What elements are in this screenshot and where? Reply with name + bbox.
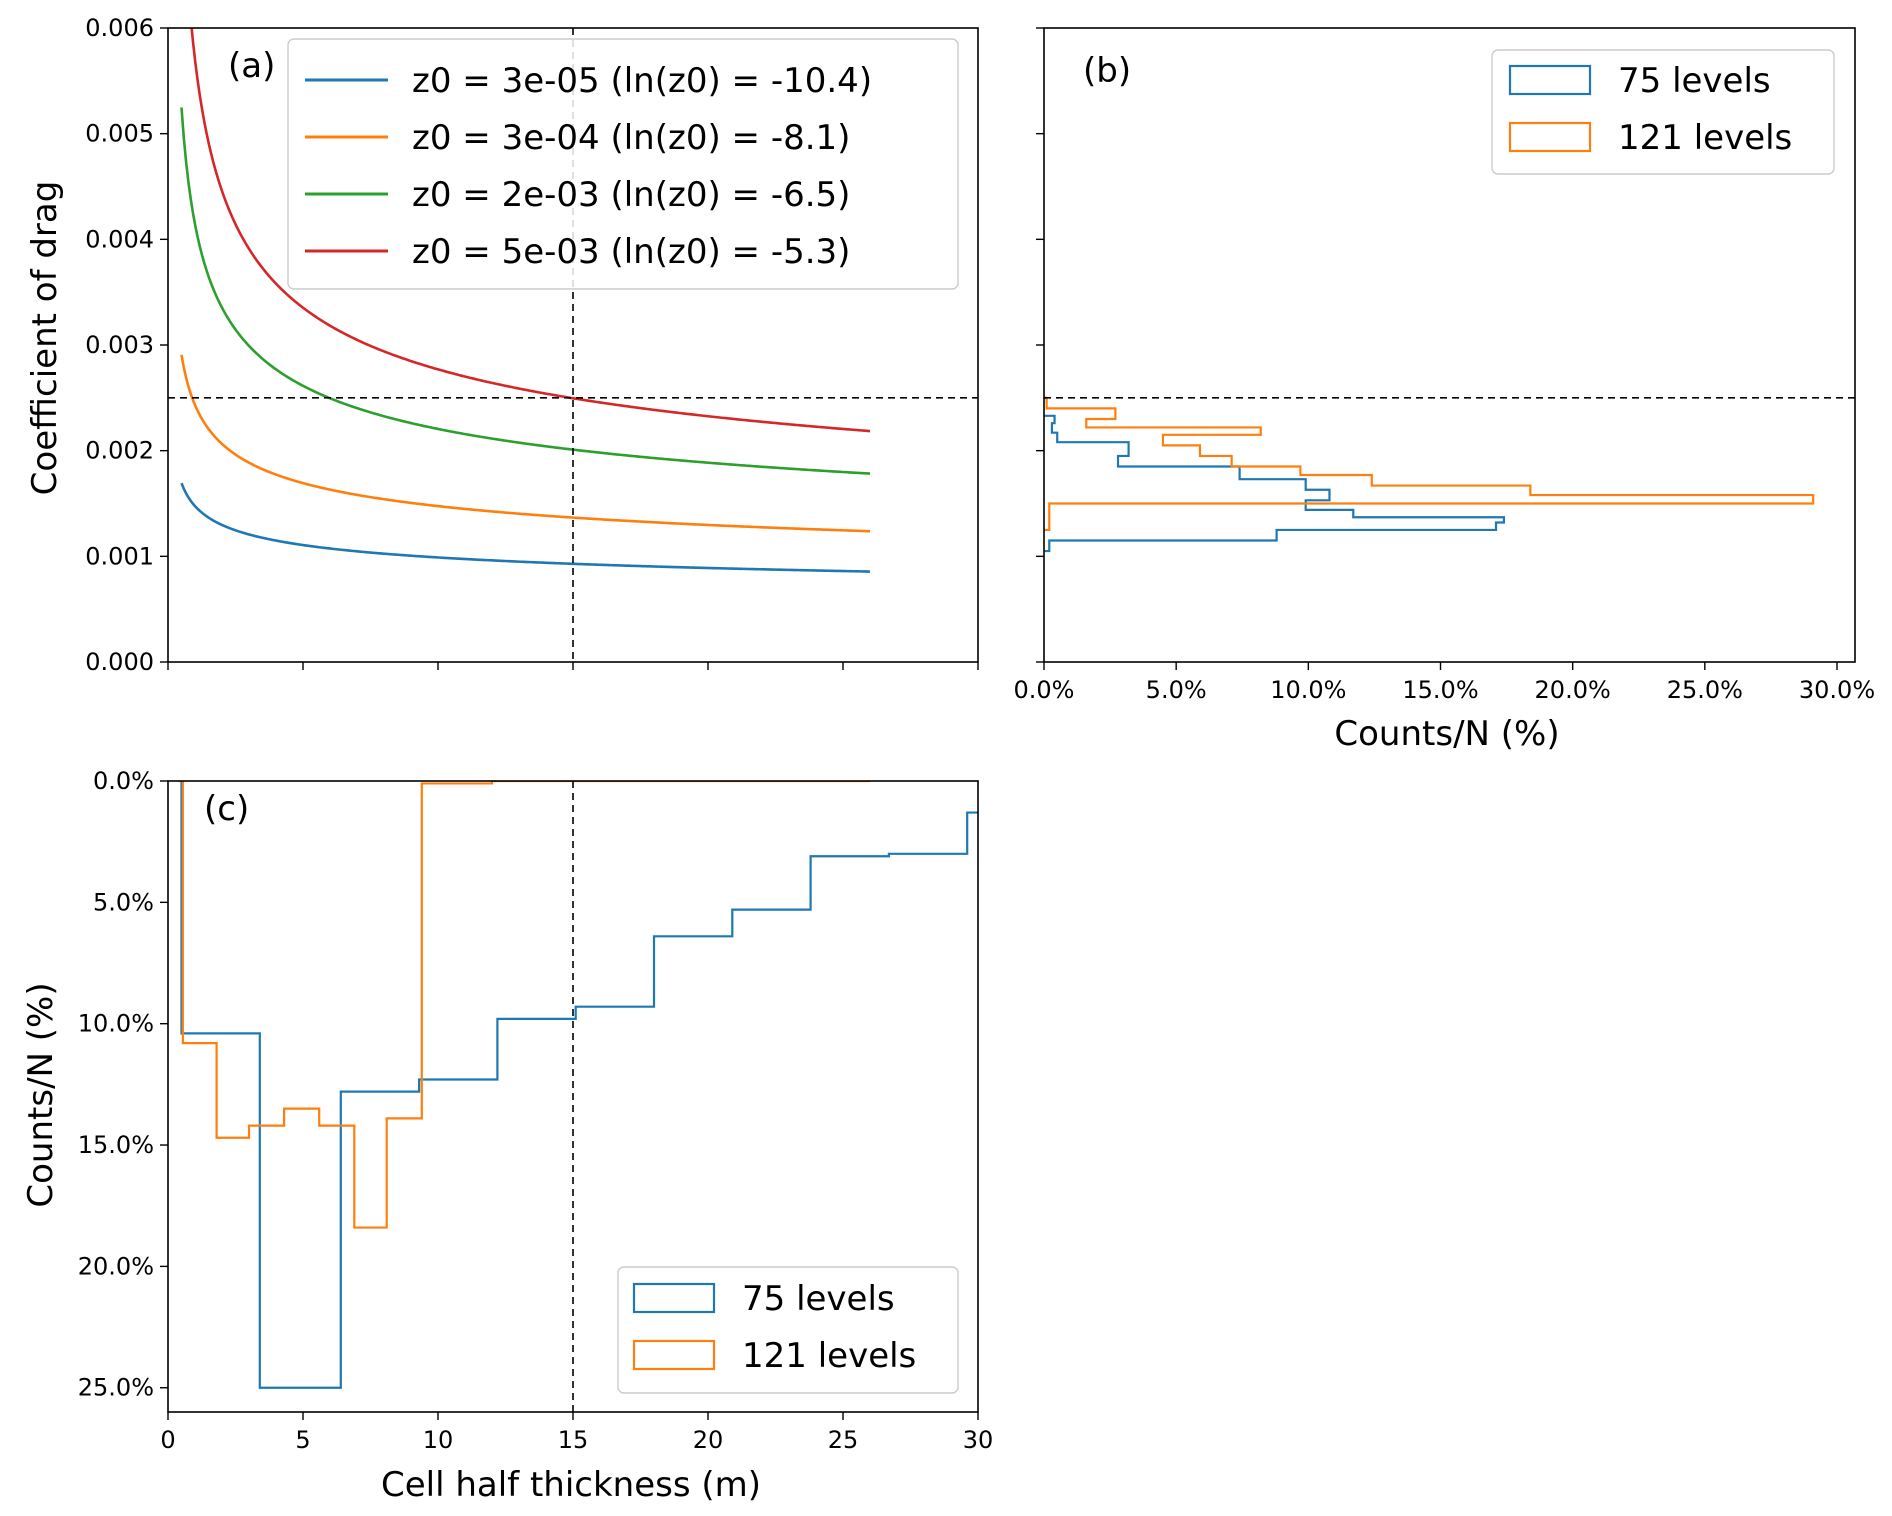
panel-b: 0.0% 5.0% 10.0% 15.0% 20.0% 25.0% 30.0% (b) Co…	[1014, 27, 1875, 754]
panel-b-label: (b)	[1083, 51, 1131, 91]
y-tick-label: 0.005	[85, 120, 154, 148]
series-line-2	[180, 107, 871, 475]
series-line-0	[180, 482, 871, 573]
series-line-3	[190, 28, 871, 433]
legend-label: z0 = 5e-03 (ln(z0) = -5.3)	[412, 232, 850, 272]
panel-b-xlabel: Counts/N (%)	[1334, 714, 1559, 754]
y-tick-label: 0.004	[85, 225, 154, 253]
x-tick-label: 0	[160, 1426, 175, 1454]
legend-label: z0 = 2e-03 (ln(z0) = -6.5)	[412, 175, 850, 215]
y-tick-label: 0.000	[85, 648, 154, 676]
legend-swatch	[632, 1339, 716, 1371]
panel-c-plot-area	[178, 781, 978, 1412]
y-tick-label: 0.0%	[93, 767, 154, 795]
panel-a-legend: z0 = 3e-05 (ln(z0) = -10.4) z0 = 3e-04 (l…	[287, 38, 959, 290]
y-tick-label: 20.0%	[78, 1252, 154, 1280]
x-tick-label: 15.0%	[1402, 676, 1478, 704]
histogram-step-1	[1043, 396, 1815, 532]
legend-swatch	[1508, 64, 1592, 96]
panel-a-axes: 0.000 0.001 0.002 0.003 0.004 0.005 0.006	[85, 14, 979, 676]
x-tick-label: 0.0%	[1014, 676, 1075, 704]
x-tick-label: 15	[558, 1426, 589, 1454]
x-tick-label: 20	[693, 1426, 724, 1454]
panel-a-plot-area	[168, 28, 978, 662]
histogram-step-0	[1043, 414, 1506, 553]
legend-box	[617, 1266, 959, 1394]
histogram-step-1	[178, 781, 870, 1229]
panel-c-legend: 75 levels 121 levels	[617, 1266, 959, 1394]
x-tick-label: 25	[828, 1426, 859, 1454]
y-tick-label: 0.006	[85, 14, 154, 42]
legend-label: 121 levels	[742, 1336, 916, 1376]
panel-c: 0 5 10 15 20 25 30 0.0% 5.0% 10.0% 15.0% 20.0% 25.0%…	[21, 767, 993, 1505]
x-tick-label: 10	[423, 1426, 454, 1454]
panel-a-label: (a)	[228, 46, 275, 86]
legend-box	[1491, 49, 1835, 175]
panel-c-series-group	[178, 781, 978, 1389]
y-tick-label: 10.0%	[78, 1010, 154, 1038]
x-tick-label: 30	[963, 1426, 994, 1454]
y-tick-label: 0.003	[85, 331, 154, 359]
y-tick-label: 5.0%	[93, 888, 154, 916]
legend-label: 75 levels	[742, 1279, 895, 1319]
legend-label: 121 levels	[1618, 118, 1792, 158]
panel-b-plot-area	[1043, 396, 1855, 553]
legend-swatch	[632, 1282, 716, 1314]
panel-c-ylabel: Counts/N (%)	[21, 982, 61, 1207]
series-line-1	[180, 354, 871, 533]
legend-label: z0 = 3e-04 (ln(z0) = -8.1)	[412, 118, 850, 158]
y-tick-label: 0.002	[85, 437, 154, 465]
x-tick-label: 10.0%	[1270, 676, 1346, 704]
panel-b-legend: 75 levels 121 levels	[1491, 49, 1835, 175]
legend-label: 75 levels	[1618, 61, 1771, 101]
panel-c-label: (c)	[204, 789, 249, 829]
x-tick-label: 30.0%	[1799, 676, 1875, 704]
x-tick-label: 25.0%	[1667, 676, 1743, 704]
x-tick-label: 5	[295, 1426, 310, 1454]
panel-a-ylabel: Coefficient of drag	[25, 181, 65, 496]
y-tick-label: 25.0%	[78, 1374, 154, 1402]
panel-a-series-group	[180, 28, 871, 573]
panel-b-axes: 0.0% 5.0% 10.0% 15.0% 20.0% 25.0% 30.0%	[1014, 27, 1875, 704]
histogram-step-0	[180, 781, 978, 1389]
legend-swatch	[1508, 121, 1592, 153]
y-tick-label: 15.0%	[78, 1131, 154, 1159]
y-tick-label: 0.001	[85, 542, 154, 570]
x-tick-label: 20.0%	[1535, 676, 1611, 704]
legend-box	[287, 38, 959, 290]
x-tick-label: 5.0%	[1146, 676, 1207, 704]
panel-c-axes: 0 5 10 15 20 25 30 0.0% 5.0% 10.0% 15.0% 20.0% 25.0%	[78, 767, 994, 1454]
panel-c-xlabel: Cell half thickness (m)	[381, 1465, 761, 1505]
legend-label: z0 = 3e-05 (ln(z0) = -10.4)	[412, 61, 872, 101]
